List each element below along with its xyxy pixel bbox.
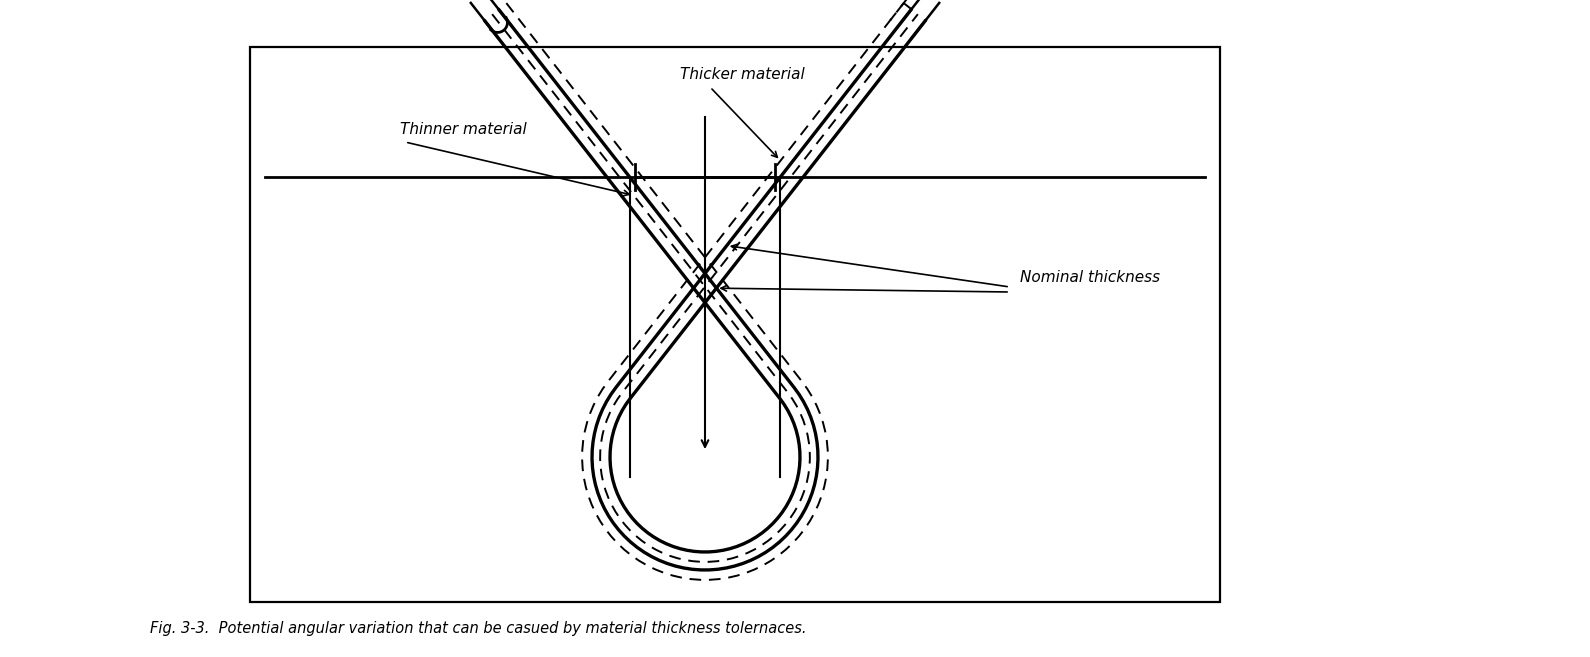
Text: Nominal thickness: Nominal thickness bbox=[1021, 269, 1161, 284]
Bar bbox=[250, 47, 1220, 602]
Text: Fig. 3-3.  Potential angular variation that can be casued by material thickness : Fig. 3-3. Potential angular variation th… bbox=[149, 622, 806, 637]
Text: Thinner material: Thinner material bbox=[401, 122, 526, 137]
Text: Thicker material: Thicker material bbox=[681, 67, 805, 82]
